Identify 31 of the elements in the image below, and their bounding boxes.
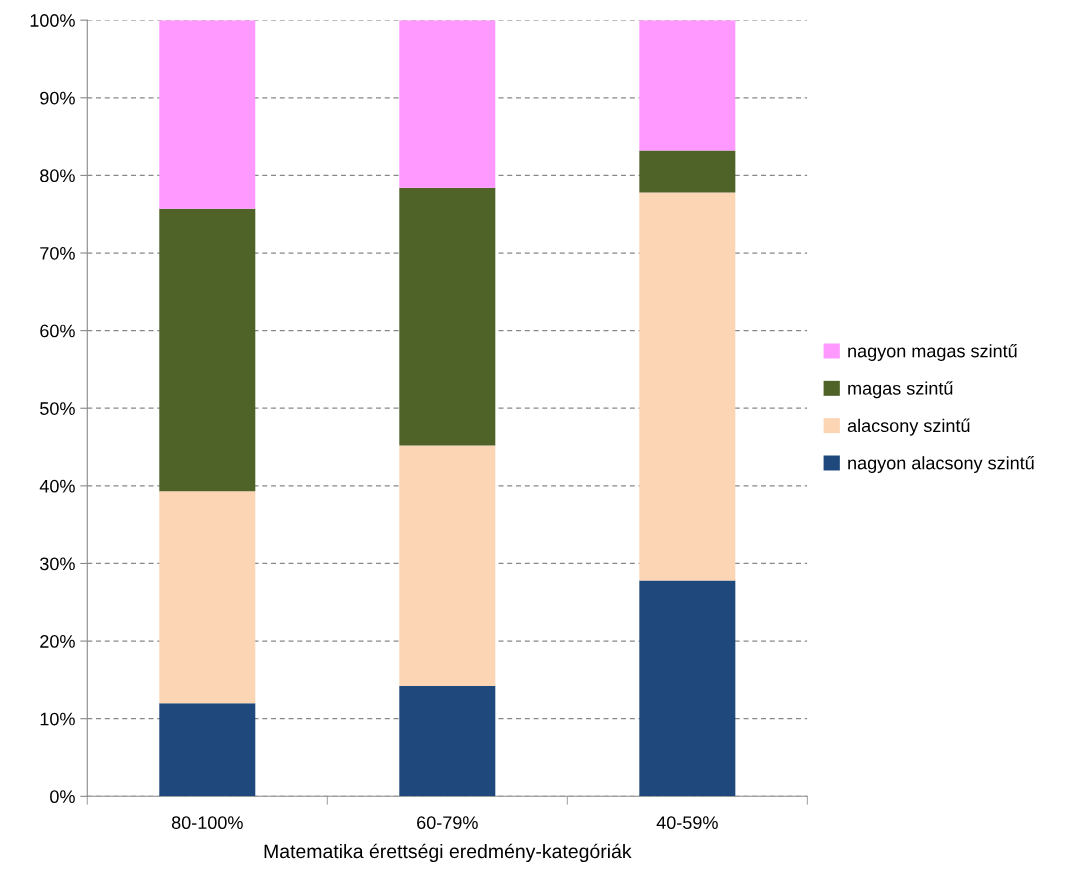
bar	[639, 192, 736, 581]
y-tick-label: 0%	[50, 790, 75, 804]
y-tick-label: 70%	[40, 246, 75, 260]
bar	[399, 20, 496, 188]
x-tick-label: 80-100%	[171, 816, 243, 830]
bar	[159, 20, 256, 209]
bar	[639, 20, 736, 151]
bar	[399, 187, 496, 446]
y-tick-label: 90%	[40, 91, 75, 105]
y-tick-label: 20%	[40, 635, 75, 648]
legend-label: magas szintű	[848, 381, 953, 399]
bar	[639, 580, 736, 797]
legend-label: nagyon alacsony szintű	[848, 455, 1035, 473]
legend-label: nagyon magas szintű	[848, 343, 1017, 361]
y-tick-label: 30%	[40, 557, 75, 571]
y-tick-label: 100%	[30, 14, 75, 27]
y-tick-label: 50%	[40, 402, 75, 415]
legend-label: alacsony szintű	[847, 418, 970, 436]
bar	[159, 703, 256, 797]
y-tick-label: 60%	[40, 324, 75, 338]
bar	[639, 150, 736, 193]
y-tick-label: 10%	[40, 712, 75, 726]
bar	[159, 491, 256, 704]
bar	[399, 445, 496, 687]
y-tick-label: 80%	[40, 169, 75, 183]
x-axis-title: Matematika érettségi eredmény-kategóriák	[264, 843, 632, 863]
y-tick-label: 40%	[39, 479, 75, 493]
bar	[399, 686, 496, 797]
x-tick-label: 40-59%	[656, 816, 718, 830]
bar	[159, 208, 256, 492]
x-tick-label: 60-79%	[417, 816, 478, 830]
